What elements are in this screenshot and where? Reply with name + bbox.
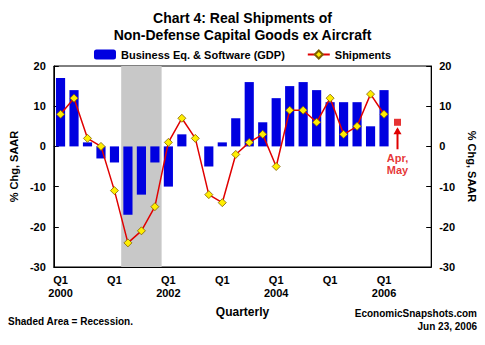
svg-text:20: 20 — [439, 60, 451, 72]
svg-text:Non-Defense Capital Goods ex A: Non-Defense Capital Goods ex Aircraft — [114, 27, 372, 43]
svg-text:-30: -30 — [439, 261, 455, 273]
svg-text:-20: -20 — [30, 221, 46, 233]
svg-text:Q1: Q1 — [377, 274, 392, 286]
svg-text:Q1: Q1 — [107, 274, 122, 286]
svg-text:Q1: Q1 — [323, 274, 338, 286]
svg-text:0: 0 — [439, 140, 445, 152]
svg-text:Business Eq. & Software (GDP): Business Eq. & Software (GDP) — [121, 49, 285, 61]
svg-text:2000: 2000 — [48, 287, 72, 299]
svg-text:May: May — [387, 164, 409, 176]
svg-text:0: 0 — [40, 140, 46, 152]
svg-text:2004: 2004 — [264, 287, 289, 299]
svg-text:Shipments: Shipments — [335, 49, 391, 61]
svg-text:Jun 23, 2006: Jun 23, 2006 — [418, 321, 478, 332]
svg-text:Quarterly: Quarterly — [216, 305, 270, 319]
svg-text:Shaded Area = Recession.: Shaded Area = Recession. — [8, 316, 133, 327]
svg-text:Q1: Q1 — [161, 274, 176, 286]
svg-text:-10: -10 — [439, 181, 455, 193]
svg-text:Q1: Q1 — [215, 274, 230, 286]
svg-text:-10: -10 — [30, 181, 46, 193]
svg-text:EconomicSnapshots.com: EconomicSnapshots.com — [355, 308, 477, 319]
svg-text:Apr,: Apr, — [387, 152, 408, 164]
svg-text:-20: -20 — [439, 221, 455, 233]
svg-text:2002: 2002 — [156, 287, 180, 299]
svg-text:Q1: Q1 — [269, 274, 284, 286]
svg-text:2006: 2006 — [372, 287, 396, 299]
svg-text:20: 20 — [34, 60, 46, 72]
svg-text:% Chg, SAAR: % Chg, SAAR — [8, 131, 20, 203]
svg-text:10: 10 — [34, 100, 46, 112]
svg-text:Q1: Q1 — [53, 274, 68, 286]
svg-text:10: 10 — [439, 100, 451, 112]
svg-text:Chart 4: Real Shipments of: Chart 4: Real Shipments of — [153, 10, 332, 26]
svg-text:-30: -30 — [30, 261, 46, 273]
svg-text:% Chg, SAAR: % Chg, SAAR — [466, 131, 478, 203]
